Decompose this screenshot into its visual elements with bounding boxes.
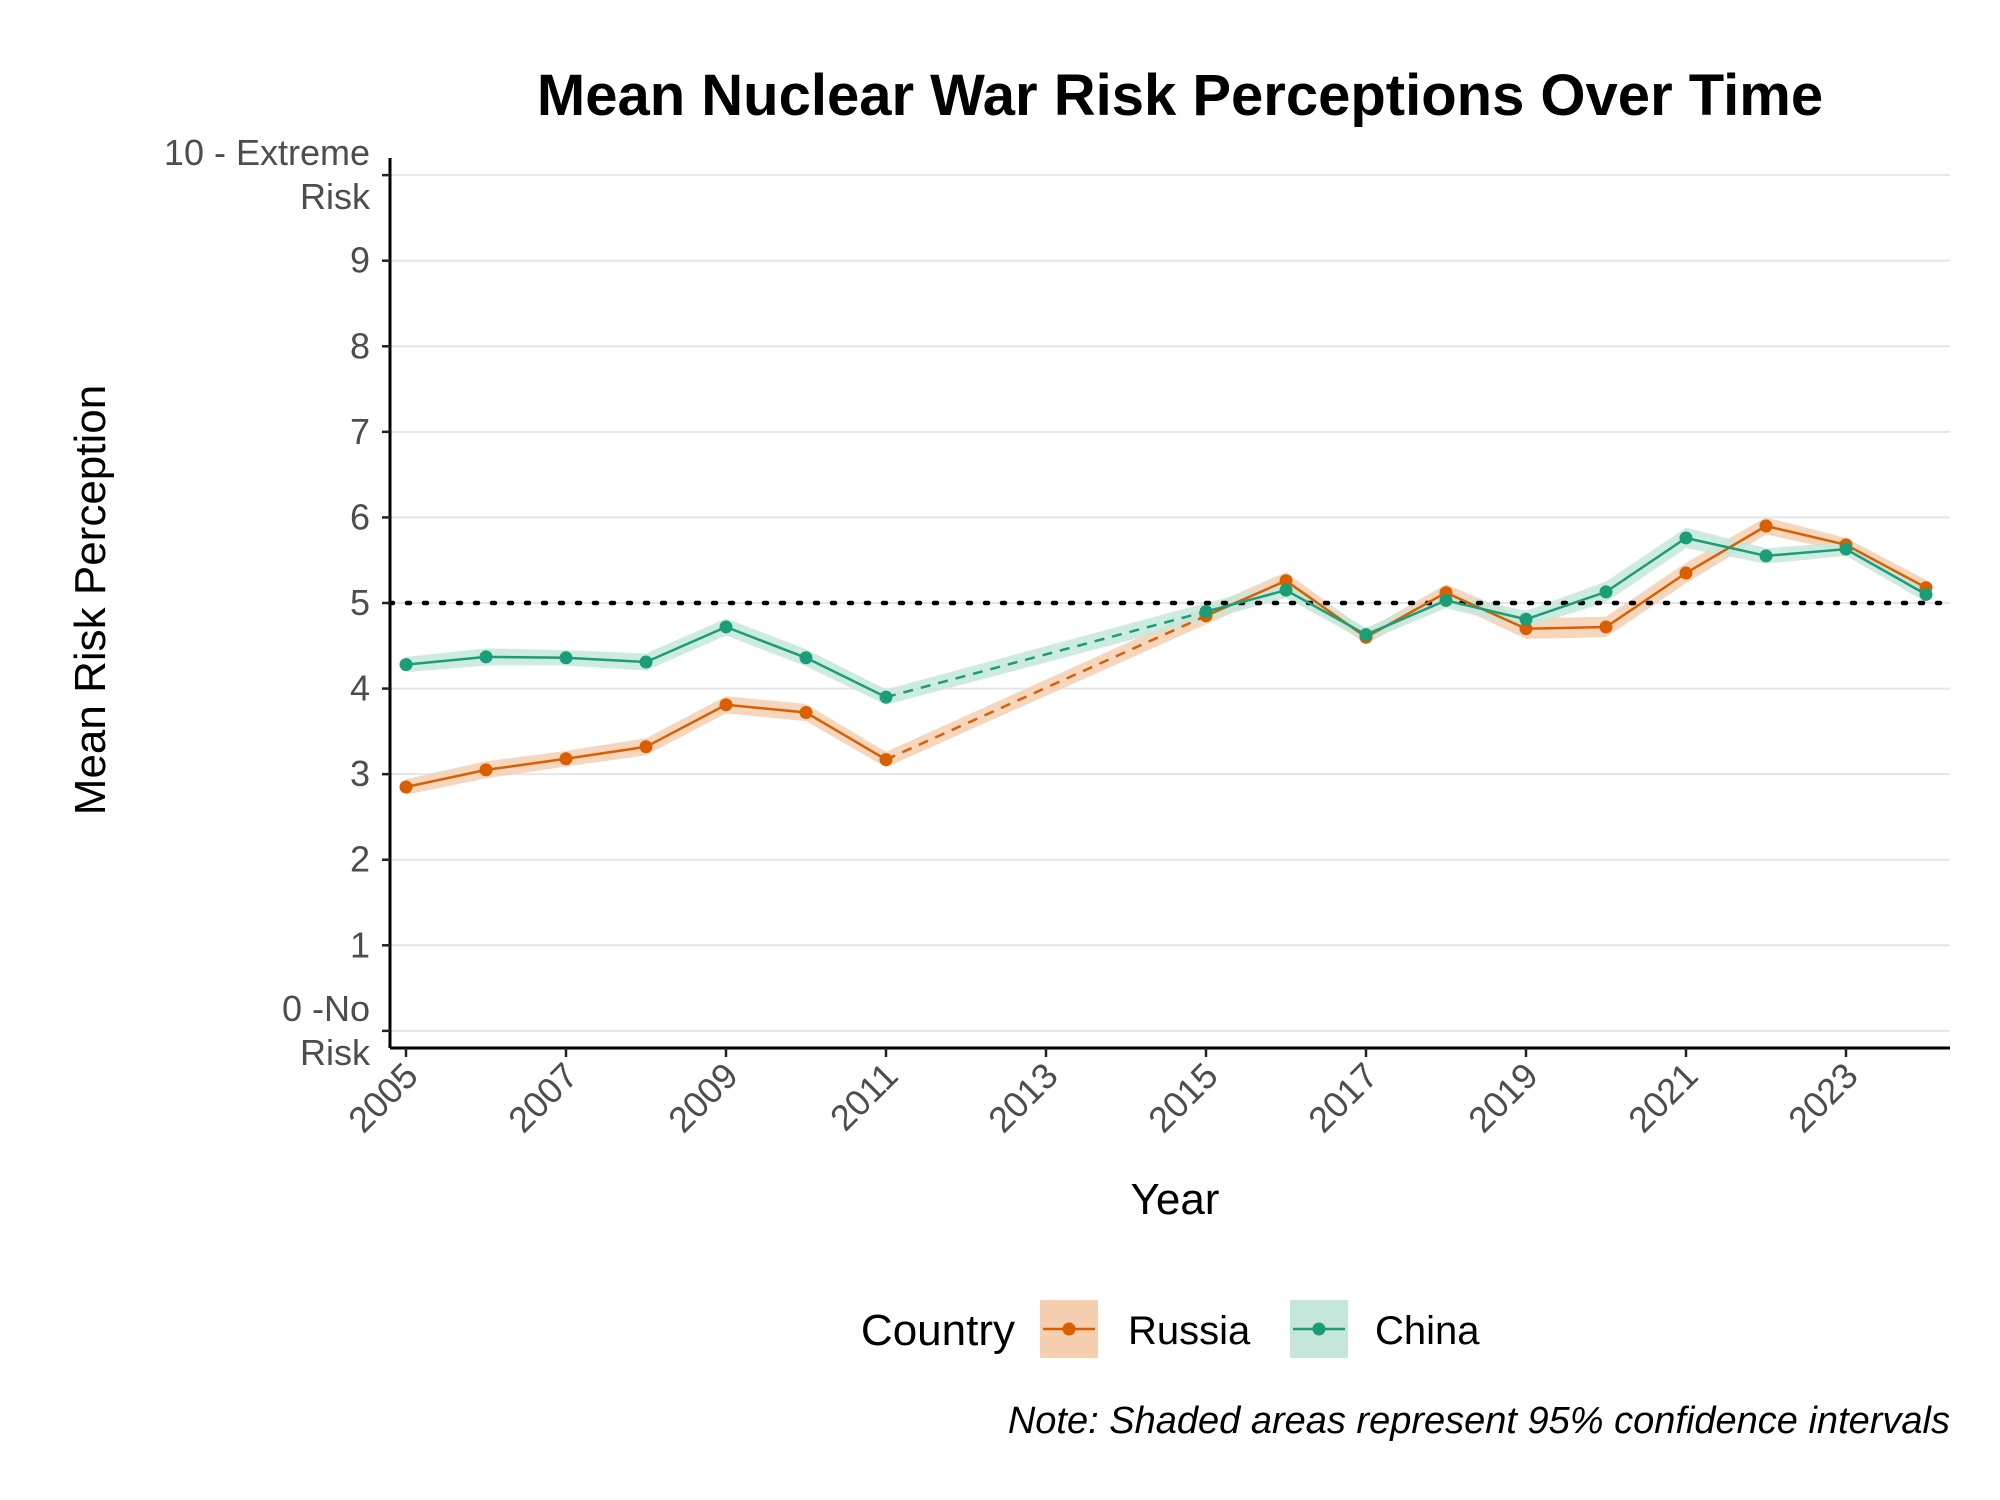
y-tick-label: 9 [350, 240, 370, 281]
x-tick-label: 2021 [1620, 1055, 1706, 1141]
gap-line-china [885, 610, 1207, 699]
data-point-russia [1599, 620, 1613, 634]
legend-label-russia: Russia [1128, 1309, 1251, 1353]
data-point-china [399, 658, 413, 672]
x-tick-label: 2019 [1460, 1055, 1546, 1141]
legend-label-china: China [1375, 1309, 1480, 1353]
data-point-china [799, 651, 813, 665]
x-axis-title: Year [1131, 1175, 1220, 1224]
gap-line-russia [885, 614, 1207, 761]
x-axis-ticks: 2005 2007 2009 2011 2013 2015 2017 2019 2021 2023 [340, 1048, 1866, 1140]
series-points [399, 519, 1933, 794]
y-tick-label: Risk [300, 1032, 371, 1073]
data-point-china [1919, 587, 1933, 601]
data-point-china [719, 620, 733, 634]
y-tick-label: 1 [350, 924, 370, 965]
ci-band-russia [406, 517, 1926, 795]
chart-note: Note: Shaded areas represent 95% confide… [1008, 1400, 1950, 1442]
legend-key-point-china [1312, 1322, 1326, 1336]
x-tick-label: 2017 [1300, 1055, 1386, 1141]
ci-band-china [406, 527, 1926, 705]
x-tick-label: 2007 [500, 1055, 586, 1141]
data-point-china [1359, 628, 1373, 642]
data-point-russia [1279, 574, 1293, 588]
data-point-russia [479, 763, 493, 777]
y-tick-label: 2 [350, 839, 370, 880]
x-tick-label: 2015 [1140, 1055, 1226, 1141]
y-tick-label: 5 [350, 582, 370, 623]
legend-title: Country [861, 1306, 1015, 1355]
data-point-china [1199, 605, 1213, 619]
x-tick-label: 2023 [1780, 1055, 1866, 1141]
x-tick-label: 2009 [660, 1055, 746, 1141]
chart-title: Mean Nuclear War Risk Perceptions Over T… [537, 63, 1823, 128]
confidence-bands [406, 517, 1926, 795]
data-point-china [1759, 549, 1773, 563]
y-tick-label: 10 - Extreme [164, 132, 370, 173]
data-point-china [559, 651, 573, 665]
y-tick-label: 3 [350, 753, 370, 794]
data-point-russia [799, 706, 813, 720]
data-point-russia [719, 698, 733, 712]
data-point-russia [1679, 566, 1693, 580]
data-point-china [879, 690, 893, 704]
series-line-russia [1205, 524, 1927, 639]
y-tick-label: 7 [350, 411, 370, 452]
data-point-china [1679, 531, 1693, 545]
data-point-china [639, 655, 653, 669]
data-point-russia [879, 753, 893, 767]
x-tick-label: 2011 [822, 1055, 906, 1139]
x-tick-label: 2013 [980, 1055, 1066, 1141]
data-point-china [1599, 585, 1613, 599]
y-tick-label: 6 [350, 496, 370, 537]
data-point-russia [1759, 519, 1773, 533]
data-point-russia [639, 740, 653, 754]
series-line-china [1205, 536, 1927, 637]
y-axis-title: Mean Risk Perception [66, 385, 115, 815]
data-point-china [1839, 542, 1853, 556]
data-point-russia [399, 780, 413, 794]
legend-key-point-russia [1062, 1322, 1076, 1336]
data-point-china [1439, 593, 1453, 607]
legend: Country Russia China [861, 1300, 1480, 1358]
data-point-russia [1519, 622, 1533, 636]
y-tick-label: Risk [300, 176, 371, 217]
data-point-russia [559, 752, 573, 766]
data-point-china [1519, 612, 1533, 626]
y-tick-label: 4 [350, 668, 370, 709]
y-tick-label: 8 [350, 325, 370, 366]
data-point-china [1279, 583, 1293, 597]
y-tick-label: 0 -No [282, 988, 370, 1029]
data-point-china [479, 650, 493, 664]
